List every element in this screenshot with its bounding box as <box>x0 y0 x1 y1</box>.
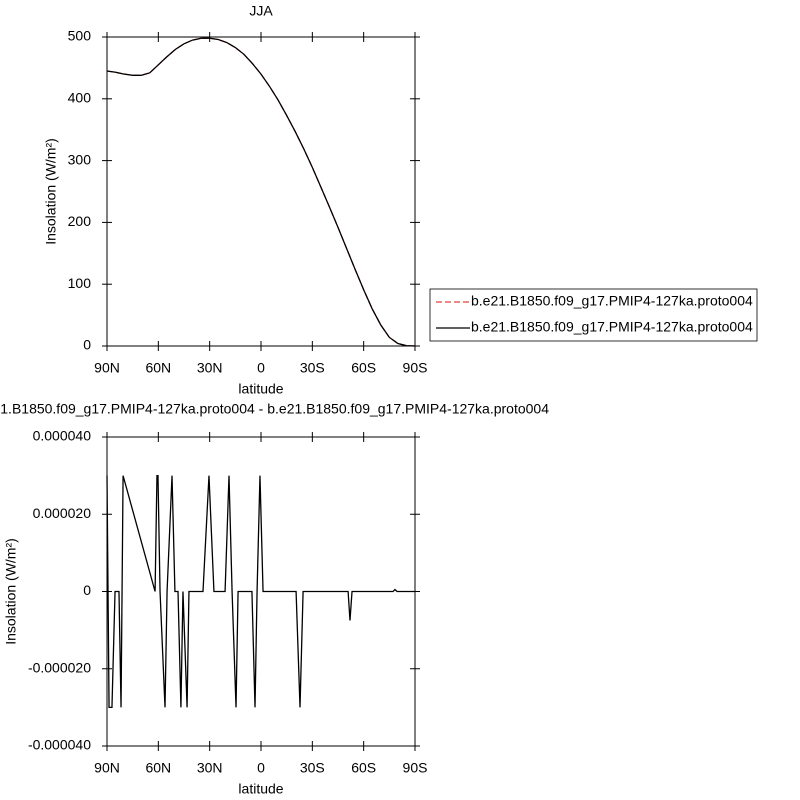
chart-title: JJA <box>249 3 273 19</box>
legend-label: b.e21.B1850.f09_g17.PMIP4-127ka.proto004 <box>471 293 753 309</box>
y-axis-label: Insolation (W/m²) <box>3 538 19 645</box>
x-tick-label: 90S <box>403 360 428 376</box>
x-tick-label: 90N <box>94 360 120 376</box>
y-tick-label: 100 <box>68 275 92 291</box>
x-tick-label: 60N <box>145 360 171 376</box>
x-tick-label: 30N <box>197 760 223 776</box>
y-tick-label: 0 <box>83 337 91 353</box>
x-tick-label: 30S <box>300 360 325 376</box>
x-tick-label: 30N <box>197 360 223 376</box>
chart-title: b.e21.B1850.f09_g17.PMIP4-127ka.proto004… <box>0 401 549 417</box>
y-tick-label: -0.000020 <box>28 659 91 675</box>
y-tick-label: 400 <box>68 90 92 106</box>
x-tick-label: 0 <box>257 360 265 376</box>
y-tick-label: -0.000040 <box>28 737 91 753</box>
plot-frame <box>106 36 416 347</box>
x-axis-label: latitude <box>238 381 283 397</box>
y-tick-label: 500 <box>68 28 92 44</box>
data-line <box>106 37 416 347</box>
x-axis-label: latitude <box>238 781 283 797</box>
y-tick-label: 0.000020 <box>33 505 92 521</box>
y-tick-label: 300 <box>68 151 92 167</box>
x-tick-label: 60N <box>145 760 171 776</box>
legend-label: b.e21.B1850.f09_g17.PMIP4-127ka.proto004 <box>471 319 753 335</box>
plot-frame <box>106 436 416 747</box>
legend-box <box>429 288 758 342</box>
y-tick-label: 0.000040 <box>33 428 92 444</box>
y-tick-label: 0 <box>83 582 91 598</box>
x-tick-label: 0 <box>257 760 265 776</box>
x-tick-label: 90S <box>403 760 428 776</box>
x-tick-label: 60S <box>351 760 376 776</box>
y-tick-label: 200 <box>68 213 92 229</box>
data-line <box>106 474 415 709</box>
x-tick-label: 30S <box>300 760 325 776</box>
x-tick-label: 60S <box>351 360 376 376</box>
x-tick-label: 90N <box>94 760 120 776</box>
y-axis-label: Insolation (W/m²) <box>43 138 59 245</box>
